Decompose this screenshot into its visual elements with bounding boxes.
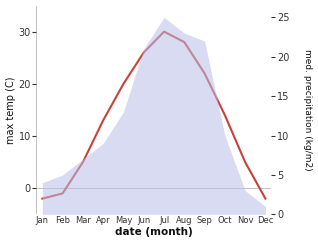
Y-axis label: med. precipitation (kg/m2): med. precipitation (kg/m2) [303, 49, 313, 171]
X-axis label: date (month): date (month) [115, 227, 193, 237]
Y-axis label: max temp (C): max temp (C) [5, 76, 16, 144]
